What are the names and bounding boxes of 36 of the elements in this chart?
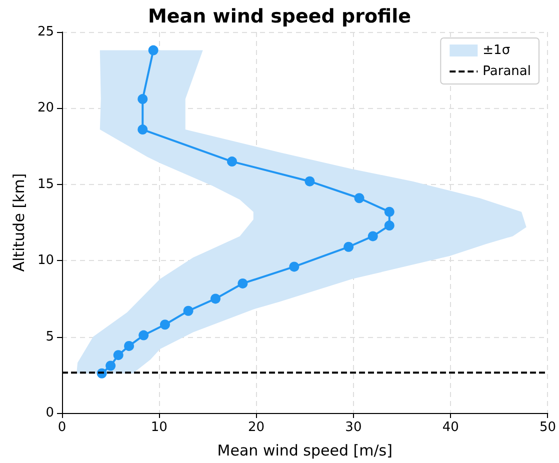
point [368,231,378,242]
y-tick-label: 5 [46,329,54,344]
x-tick-label: 20 [248,420,265,435]
point [160,320,170,330]
legend-label: ±1σ [482,43,510,58]
x-tick-label: 50 [539,420,556,435]
y-axis-title: Altitude [km] [10,173,28,272]
point [138,124,148,135]
point [227,156,238,167]
x-tick-label: 30 [345,420,362,435]
x-tick-label: 40 [442,420,459,435]
point [354,193,364,204]
point [113,350,124,360]
point [238,278,248,288]
y-tick-label: 20 [37,100,54,116]
legend-label: Paranal [482,64,532,79]
point [384,220,394,231]
y-tick-label: 10 [37,253,54,268]
point [344,242,354,252]
x-axis-title: Mean wind speed [m/s] [217,442,392,460]
y-tick-label: 15 [37,176,54,192]
y-tick-label: 25 [37,24,54,40]
chart-title: Mean wind speed profile [148,6,411,28]
point [124,340,134,351]
x-tick-label: 0 [58,420,66,435]
point [138,330,149,340]
point [384,206,394,217]
point [304,176,315,186]
point [183,306,194,316]
point [210,294,220,304]
y-tick-label: 0 [46,406,54,420]
point [106,360,116,371]
x-tick-label: 10 [150,420,168,435]
point [148,45,158,56]
point [289,262,300,272]
point [138,94,148,104]
